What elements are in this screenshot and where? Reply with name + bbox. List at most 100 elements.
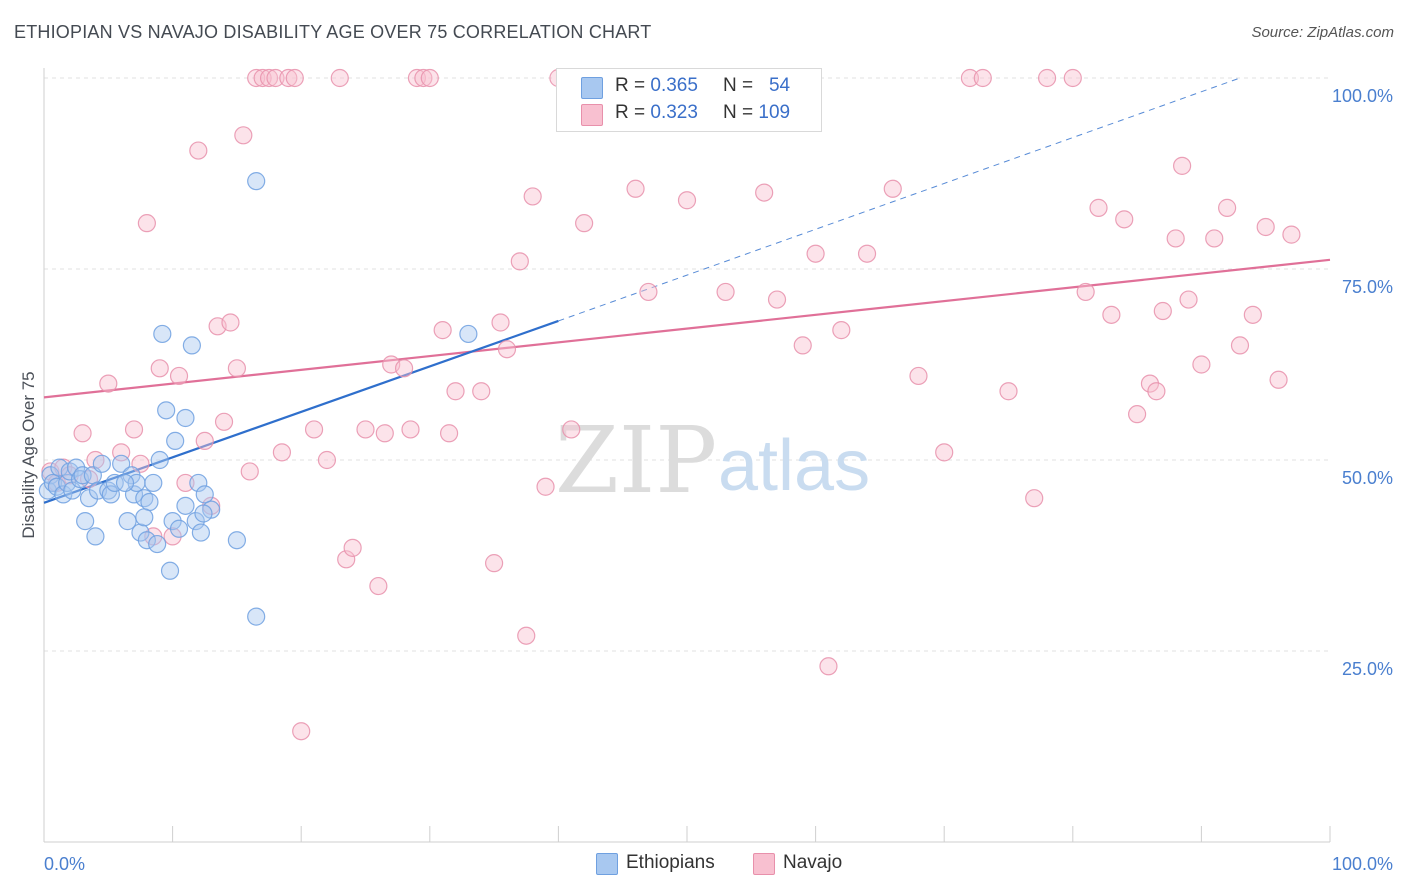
point-navajo: [337, 550, 356, 569]
bottom-legend-label-ethiopians: Ethiopians: [626, 852, 715, 873]
point-ethiopians: [166, 431, 185, 450]
point-navajo: [202, 496, 221, 515]
point-navajo: [317, 450, 337, 470]
y-tick-label: 100.0%: [1332, 86, 1393, 106]
y-tick-label: 50.0%: [1342, 468, 1393, 488]
point-navajo: [1037, 68, 1057, 88]
point-navajo: [973, 68, 992, 88]
point-navajo: [221, 313, 240, 332]
point-ethiopians: [54, 485, 73, 504]
point-ethiopians: [86, 527, 105, 546]
point-ethiopians: [227, 531, 246, 550]
point-ethiopians: [182, 336, 201, 355]
point-navajo: [1166, 229, 1185, 248]
point-ethiopians: [76, 512, 95, 531]
point-navajo: [1115, 210, 1134, 229]
point-navajo: [446, 382, 465, 401]
point-navajo: [195, 431, 214, 450]
point-navajo: [214, 412, 234, 431]
point-navajo: [356, 420, 375, 439]
point-navajo: [137, 214, 156, 233]
source-credit: Source: ZipAtlas.com: [1251, 24, 1394, 41]
bottom-legend-swatch-ethiopians: [596, 853, 618, 875]
point-ethiopians: [157, 401, 176, 420]
point-navajo: [285, 68, 304, 88]
y-tick-label: 75.0%: [1342, 277, 1393, 297]
point-navajo: [343, 538, 362, 557]
point-ethiopians: [135, 508, 154, 527]
legend-n-ethiopians: N = 54: [723, 75, 791, 96]
axes: [43, 68, 1331, 843]
point-ethiopians: [176, 496, 195, 515]
point-navajo: [793, 336, 812, 355]
point-ethiopians: [137, 531, 156, 550]
legend-r-ethiopians: R = 0.365: [615, 75, 698, 96]
point-navajo: [510, 252, 529, 271]
point-navajo: [189, 141, 208, 160]
point-navajo: [266, 68, 285, 88]
point-navajo: [1243, 305, 1262, 324]
point-navajo: [304, 420, 324, 439]
point-navajo: [407, 68, 427, 88]
point-navajo: [272, 443, 292, 462]
legend-r-navajo: R = 0.323: [615, 102, 698, 123]
point-navajo: [330, 68, 349, 88]
trend-lines: [43, 77, 1331, 504]
point-navajo: [1147, 382, 1166, 401]
point-ethiopians: [459, 324, 478, 344]
point-navajo: [960, 68, 980, 88]
point-navajo: [227, 359, 246, 378]
point-navajo: [1269, 370, 1288, 389]
point-ethiopians: [176, 408, 195, 428]
point-navajo: [176, 473, 195, 493]
trend-line-ethiopians: [43, 319, 559, 504]
point-navajo: [369, 576, 388, 596]
point-navajo: [819, 657, 838, 676]
point-navajo: [639, 282, 658, 302]
trend-line-navajo: [43, 258, 1331, 399]
point-navajo: [1140, 374, 1160, 393]
point-navajo: [439, 424, 459, 443]
tick-labels: 25.0% 50.0% 75.0% 100.0% 0.0% 100.0%: [44, 86, 1393, 874]
point-ethiopians: [153, 324, 172, 344]
watermark-zip: ZIP: [555, 407, 717, 514]
point-navajo: [1127, 405, 1147, 424]
x-tick-label: 100.0%: [1332, 854, 1393, 874]
point-navajo: [677, 191, 697, 210]
point-navajo: [1230, 336, 1250, 355]
point-navajo: [491, 313, 510, 332]
point-ethiopians: [194, 504, 213, 523]
point-ethiopians: [47, 477, 66, 496]
point-ethiopians: [195, 485, 214, 504]
legend-row-navajo: R = 0.323 N = 109: [557, 102, 821, 128]
point-navajo: [523, 187, 542, 206]
legend-n-navajo: N = 109: [723, 102, 791, 123]
point-navajo: [626, 179, 645, 198]
point-ethiopians: [148, 534, 167, 554]
point-navajo: [1153, 301, 1172, 321]
point-ethiopians: [247, 607, 266, 626]
point-ethiopians: [191, 523, 210, 542]
point-navajo: [99, 374, 118, 393]
point-navajo: [1218, 198, 1237, 217]
chart-title: ETHIOPIAN VS NAVAJO DISABILITY AGE OVER …: [14, 22, 652, 42]
y-axis-label: Disability Age Over 75: [19, 371, 38, 538]
point-navajo: [394, 359, 414, 378]
point-navajo: [485, 554, 504, 573]
point-navajo: [883, 179, 902, 198]
point-navajo: [169, 366, 189, 386]
point-navajo: [767, 290, 787, 309]
point-navajo: [433, 321, 452, 340]
point-navajo: [247, 68, 266, 88]
point-ethiopians: [101, 485, 120, 504]
point-navajo: [124, 420, 144, 439]
legend-swatch-navajo: [581, 104, 603, 126]
point-navajo: [375, 424, 394, 443]
point-navajo: [1076, 282, 1095, 302]
point-navajo: [150, 359, 169, 378]
point-ethiopians: [92, 454, 111, 473]
point-navajo: [279, 68, 298, 88]
watermark-atlas: atlas: [718, 426, 870, 506]
legend-row-ethiopians: R = 0.365 N = 54: [557, 75, 821, 101]
point-navajo: [420, 68, 439, 88]
